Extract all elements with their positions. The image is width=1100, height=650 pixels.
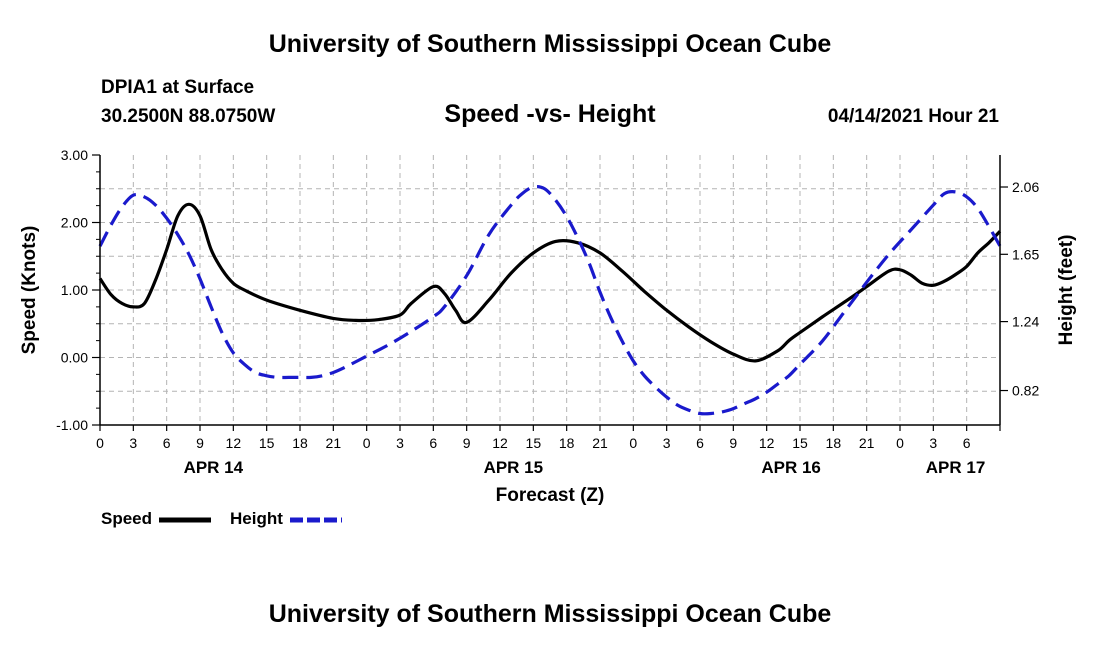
day-label: APR 17 <box>926 458 986 477</box>
x-tick-label: 0 <box>363 435 371 451</box>
day-label: APR 16 <box>761 458 821 477</box>
y2-tick-label: 1.24 <box>1012 314 1039 330</box>
x-tick-label: 3 <box>929 435 937 451</box>
x-tick-label: 21 <box>326 435 342 451</box>
x-tick-label: 12 <box>492 435 508 451</box>
x-tick-label: 15 <box>792 435 808 451</box>
x-tick-label: 18 <box>826 435 842 451</box>
y-tick-label: 1.00 <box>61 282 88 298</box>
day-label: APR 14 <box>184 458 244 477</box>
x-tick-label: 21 <box>859 435 875 451</box>
plot-frame <box>92 154 1008 431</box>
series-line-height <box>98 185 1002 416</box>
chart-title: Speed -vs- Height <box>444 100 656 128</box>
x-tick-label: 6 <box>163 435 171 451</box>
forecast-date: 04/14/2021 Hour 21 <box>827 106 999 127</box>
axis-labels: -1.00 0.00 1.00 2.00 3.00 0.82 1.24 1.65 2.06 0 3 6… <box>19 147 1077 506</box>
series-line-speed <box>98 202 1002 363</box>
page-title: University of Southern Mississippi Ocean… <box>268 30 832 58</box>
series-lines <box>98 185 1002 416</box>
y2-tick-label: 0.82 <box>1012 383 1039 399</box>
legend: Speed Height <box>101 509 342 528</box>
y2-tick-label: 1.65 <box>1012 246 1039 262</box>
x-tick-label: 12 <box>226 435 242 451</box>
station-name: DPIA1 at Surface <box>101 77 255 98</box>
x-tick-label: 6 <box>963 435 971 451</box>
grid <box>100 155 1000 425</box>
x-tick-label: 21 <box>592 435 608 451</box>
x-tick-label: 3 <box>396 435 404 451</box>
x-tick-label: 15 <box>526 435 542 451</box>
legend-label-height: Height <box>230 509 283 528</box>
x-tick-label: 9 <box>463 435 471 451</box>
y-tick-label: 2.00 <box>61 215 88 231</box>
x-tick-label: 0 <box>629 435 637 451</box>
y-tick-label: 0.00 <box>61 350 88 366</box>
y-tick-label: 3.00 <box>61 147 88 163</box>
y2-tick-label: 2.06 <box>1012 179 1039 195</box>
x-axis-title: Forecast (Z) <box>496 485 605 506</box>
x-tick-label: 3 <box>129 435 137 451</box>
x-tick-label: 12 <box>759 435 775 451</box>
legend-label-speed: Speed <box>101 509 152 528</box>
station-coordinates: 30.2500N 88.0750W <box>101 106 276 127</box>
x-tick-label: 6 <box>429 435 437 451</box>
day-label: APR 15 <box>484 458 544 477</box>
x-tick-label: 18 <box>559 435 575 451</box>
x-tick-label: 6 <box>696 435 704 451</box>
x-tick-label: 9 <box>729 435 737 451</box>
y2-axis-title: Height (feet) <box>1056 235 1077 346</box>
x-tick-label: 0 <box>96 435 104 451</box>
y-tick-label: -1.00 <box>56 417 88 433</box>
footer-title: University of Southern Mississippi Ocean… <box>268 600 832 628</box>
x-tick-label: 0 <box>896 435 904 451</box>
x-tick-label: 18 <box>292 435 308 451</box>
y-axis-title: Speed (Knots) <box>19 226 40 355</box>
x-tick-label: 15 <box>259 435 275 451</box>
x-tick-label: 9 <box>196 435 204 451</box>
x-tick-label: 3 <box>663 435 671 451</box>
